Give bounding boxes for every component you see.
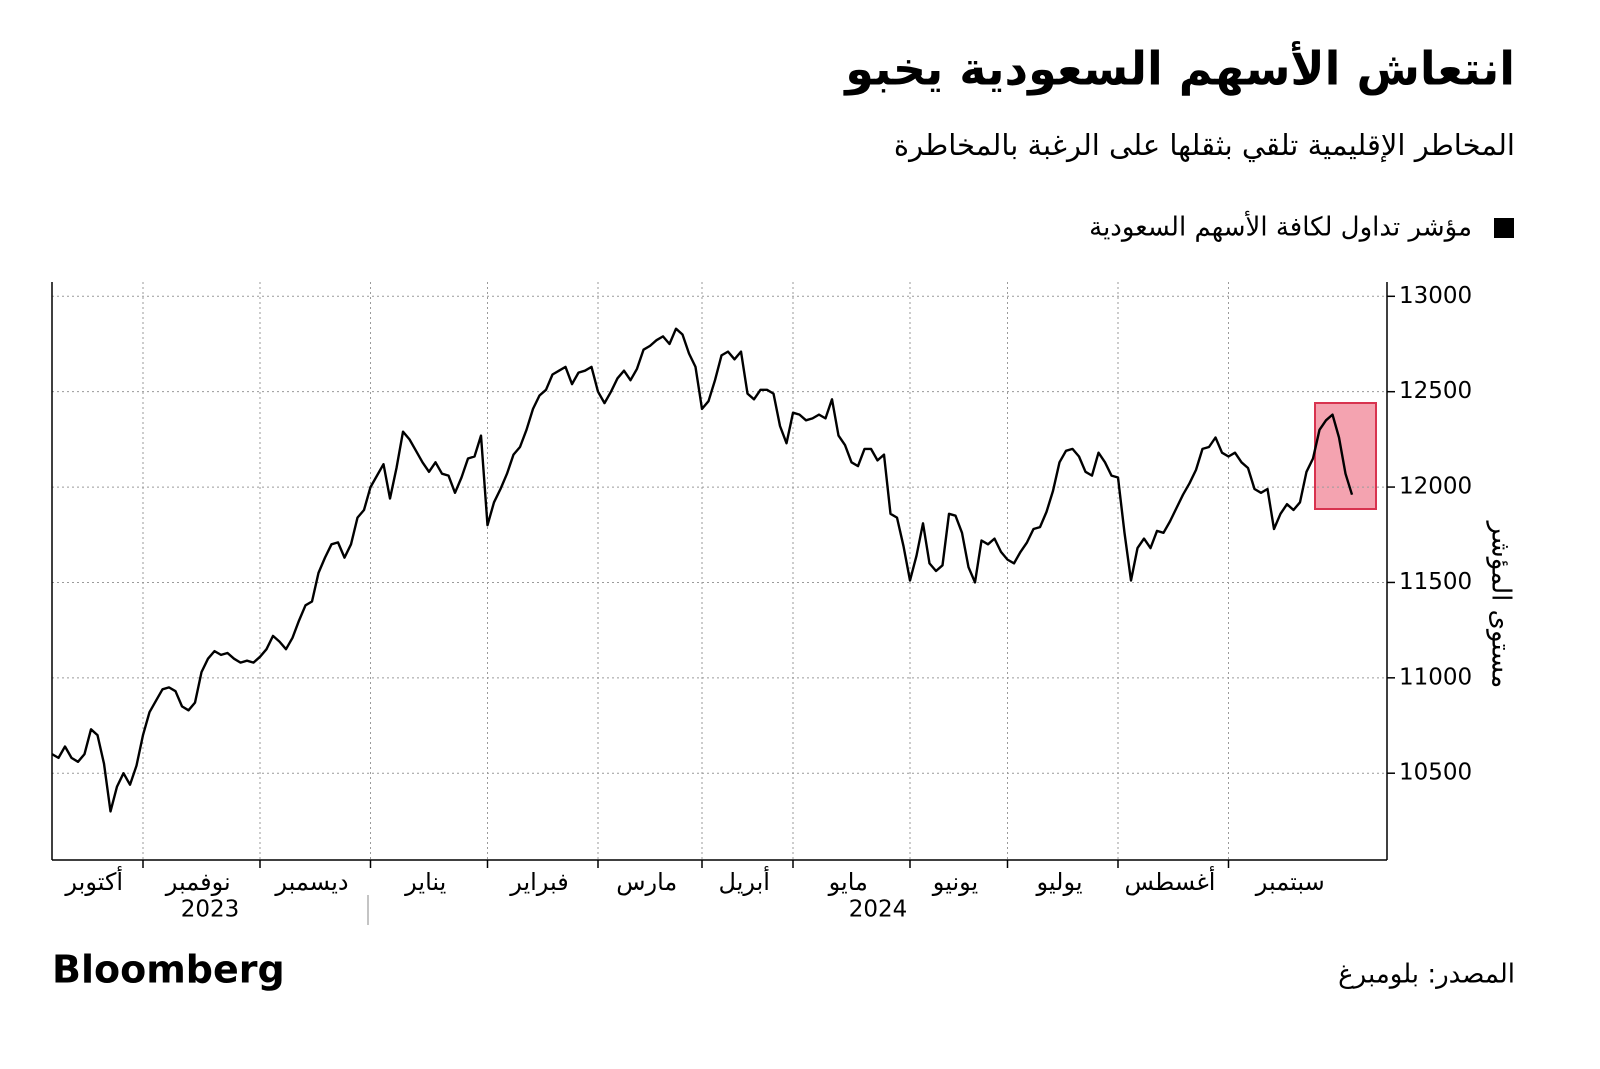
x-tick-label: مارس	[616, 868, 677, 896]
y-tick-label: 11000	[1399, 664, 1472, 690]
y-axis-label: مستوى المؤشر	[1486, 520, 1516, 689]
brand: Bloomberg	[52, 948, 285, 992]
line-series	[51, 327, 1354, 813]
x-tick-label: يونيو	[932, 868, 978, 896]
x-year-label: 2024	[849, 897, 908, 923]
highlight-box	[1314, 402, 1377, 510]
x-tick-label: أكتوبر	[64, 866, 123, 896]
y-tick-label: 12500	[1399, 378, 1472, 404]
y-tick-label: 12000	[1399, 474, 1472, 500]
legend-swatch	[1494, 218, 1514, 238]
x-tick-label: أبريل	[719, 866, 770, 896]
x-tick-label: مايو	[828, 868, 868, 896]
x-tick-label: ديسمبر	[274, 868, 348, 896]
y-tick-label: 10500	[1399, 760, 1472, 786]
x-tick-label: فبراير	[509, 868, 569, 896]
x-year-label: 2023	[181, 897, 240, 923]
chart-subtitle: المخاطر الإقليمية تلقي بثقلها على الرغبة…	[894, 128, 1515, 163]
y-tick-label: 11500	[1399, 569, 1472, 595]
x-tick-label: نوفمبر	[165, 868, 231, 896]
chart-title: انتعاش الأسهم السعودية يخبو	[843, 41, 1515, 96]
x-tick-label: يناير	[404, 868, 446, 896]
x-tick-label: سبتمبر	[1255, 868, 1325, 896]
x-tick-label: أغسطس	[1125, 866, 1216, 896]
y-tick-label: 13000	[1399, 283, 1472, 309]
source: المصدر: بلومبرغ	[1338, 960, 1515, 990]
x-tick-label: يوليو	[1035, 868, 1082, 896]
legend-label: مؤشر تداول لكافة الأسهم السعودية	[1089, 210, 1472, 243]
